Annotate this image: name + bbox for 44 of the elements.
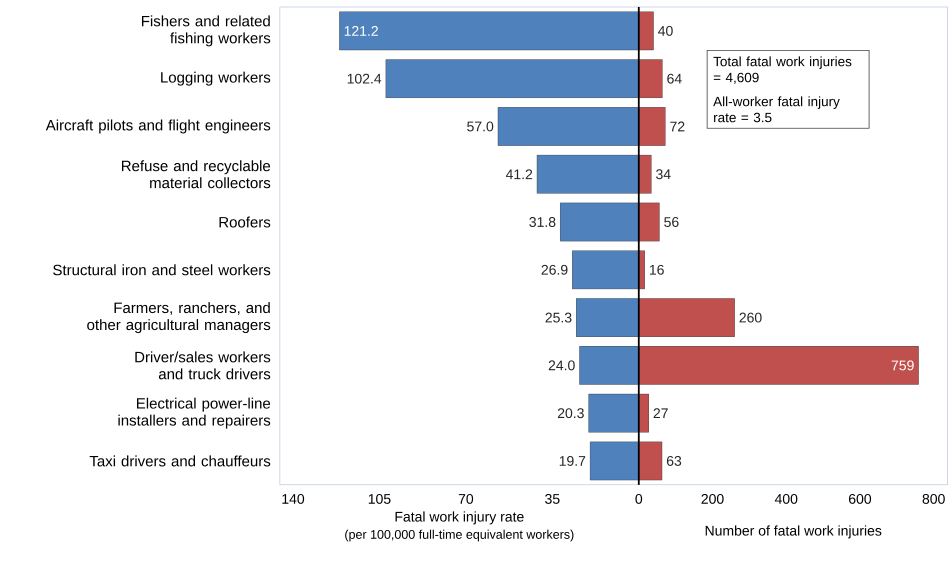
data-label: 16 [650, 264, 664, 275]
data-label: 759 [892, 360, 914, 370]
data-label: 26.9 [542, 264, 568, 275]
y-tick-label: Electrical power-line installers and repairers [118, 398, 270, 429]
data-label: 56 [664, 217, 679, 228]
data-label: 31.8 [529, 217, 556, 228]
annotation: Total fatal work injuries = 4,609 [713, 56, 852, 84]
data-label: 34 [656, 169, 671, 180]
y-tick-label: Driver/sales workers and truck drivers [135, 351, 270, 380]
y-tick-label: Aircraft pilots and flight engineers [46, 120, 270, 134]
x-tick-label: 35 [545, 494, 560, 504]
data-label: 57.0 [467, 122, 494, 132]
data-label: 24.0 [548, 360, 575, 370]
data-label: 20.3 [558, 408, 584, 418]
data-label: 41.2 [506, 169, 532, 180]
data-label: 64 [667, 74, 682, 84]
data-label: 40 [658, 26, 673, 36]
x-tick-label: 105 [368, 494, 391, 504]
x-tick-label: 140 [282, 494, 304, 504]
y-tick-label: Fishers and related fishing workers [142, 15, 270, 46]
data-label: 25.3 [546, 312, 572, 323]
y-tick-label: Logging workers [161, 72, 270, 86]
data-label: 19.7 [560, 456, 586, 466]
x-tick-label: 0 [635, 494, 642, 504]
y-tick-label: Farmers, ranchers, and other agricultural managers [87, 302, 270, 334]
data-label: 63 [666, 456, 682, 466]
data-label: 27 [654, 408, 668, 418]
data-label: 72 [670, 122, 684, 132]
annotation: All-worker fatal injury rate = 3.5 [713, 96, 840, 122]
x-tick-label: 70 [458, 494, 474, 504]
x-tick-label: 200 [702, 494, 724, 504]
data-label: 121.2 [344, 26, 378, 36]
y-tick-label: Roofers [220, 216, 270, 228]
data-label: 102.4 [348, 74, 382, 84]
x-tick-label: 600 [848, 494, 872, 504]
x-axis-title: Number of fatal work injuries [706, 525, 882, 539]
x-axis-title: Fatal work injury rate [396, 511, 524, 525]
text: (per 100,000 full-time equivalent workers) [345, 530, 574, 542]
data-label: 260 [740, 312, 762, 323]
x-tick-label: 400 [774, 494, 798, 504]
y-tick-label: Refuse and recyclable material collectors [122, 160, 270, 188]
y-tick-label: Taxi drivers and chauffeurs [90, 456, 270, 467]
x-tick-label: 800 [922, 494, 945, 504]
y-tick-label: Structural iron and steel workers [53, 264, 270, 276]
